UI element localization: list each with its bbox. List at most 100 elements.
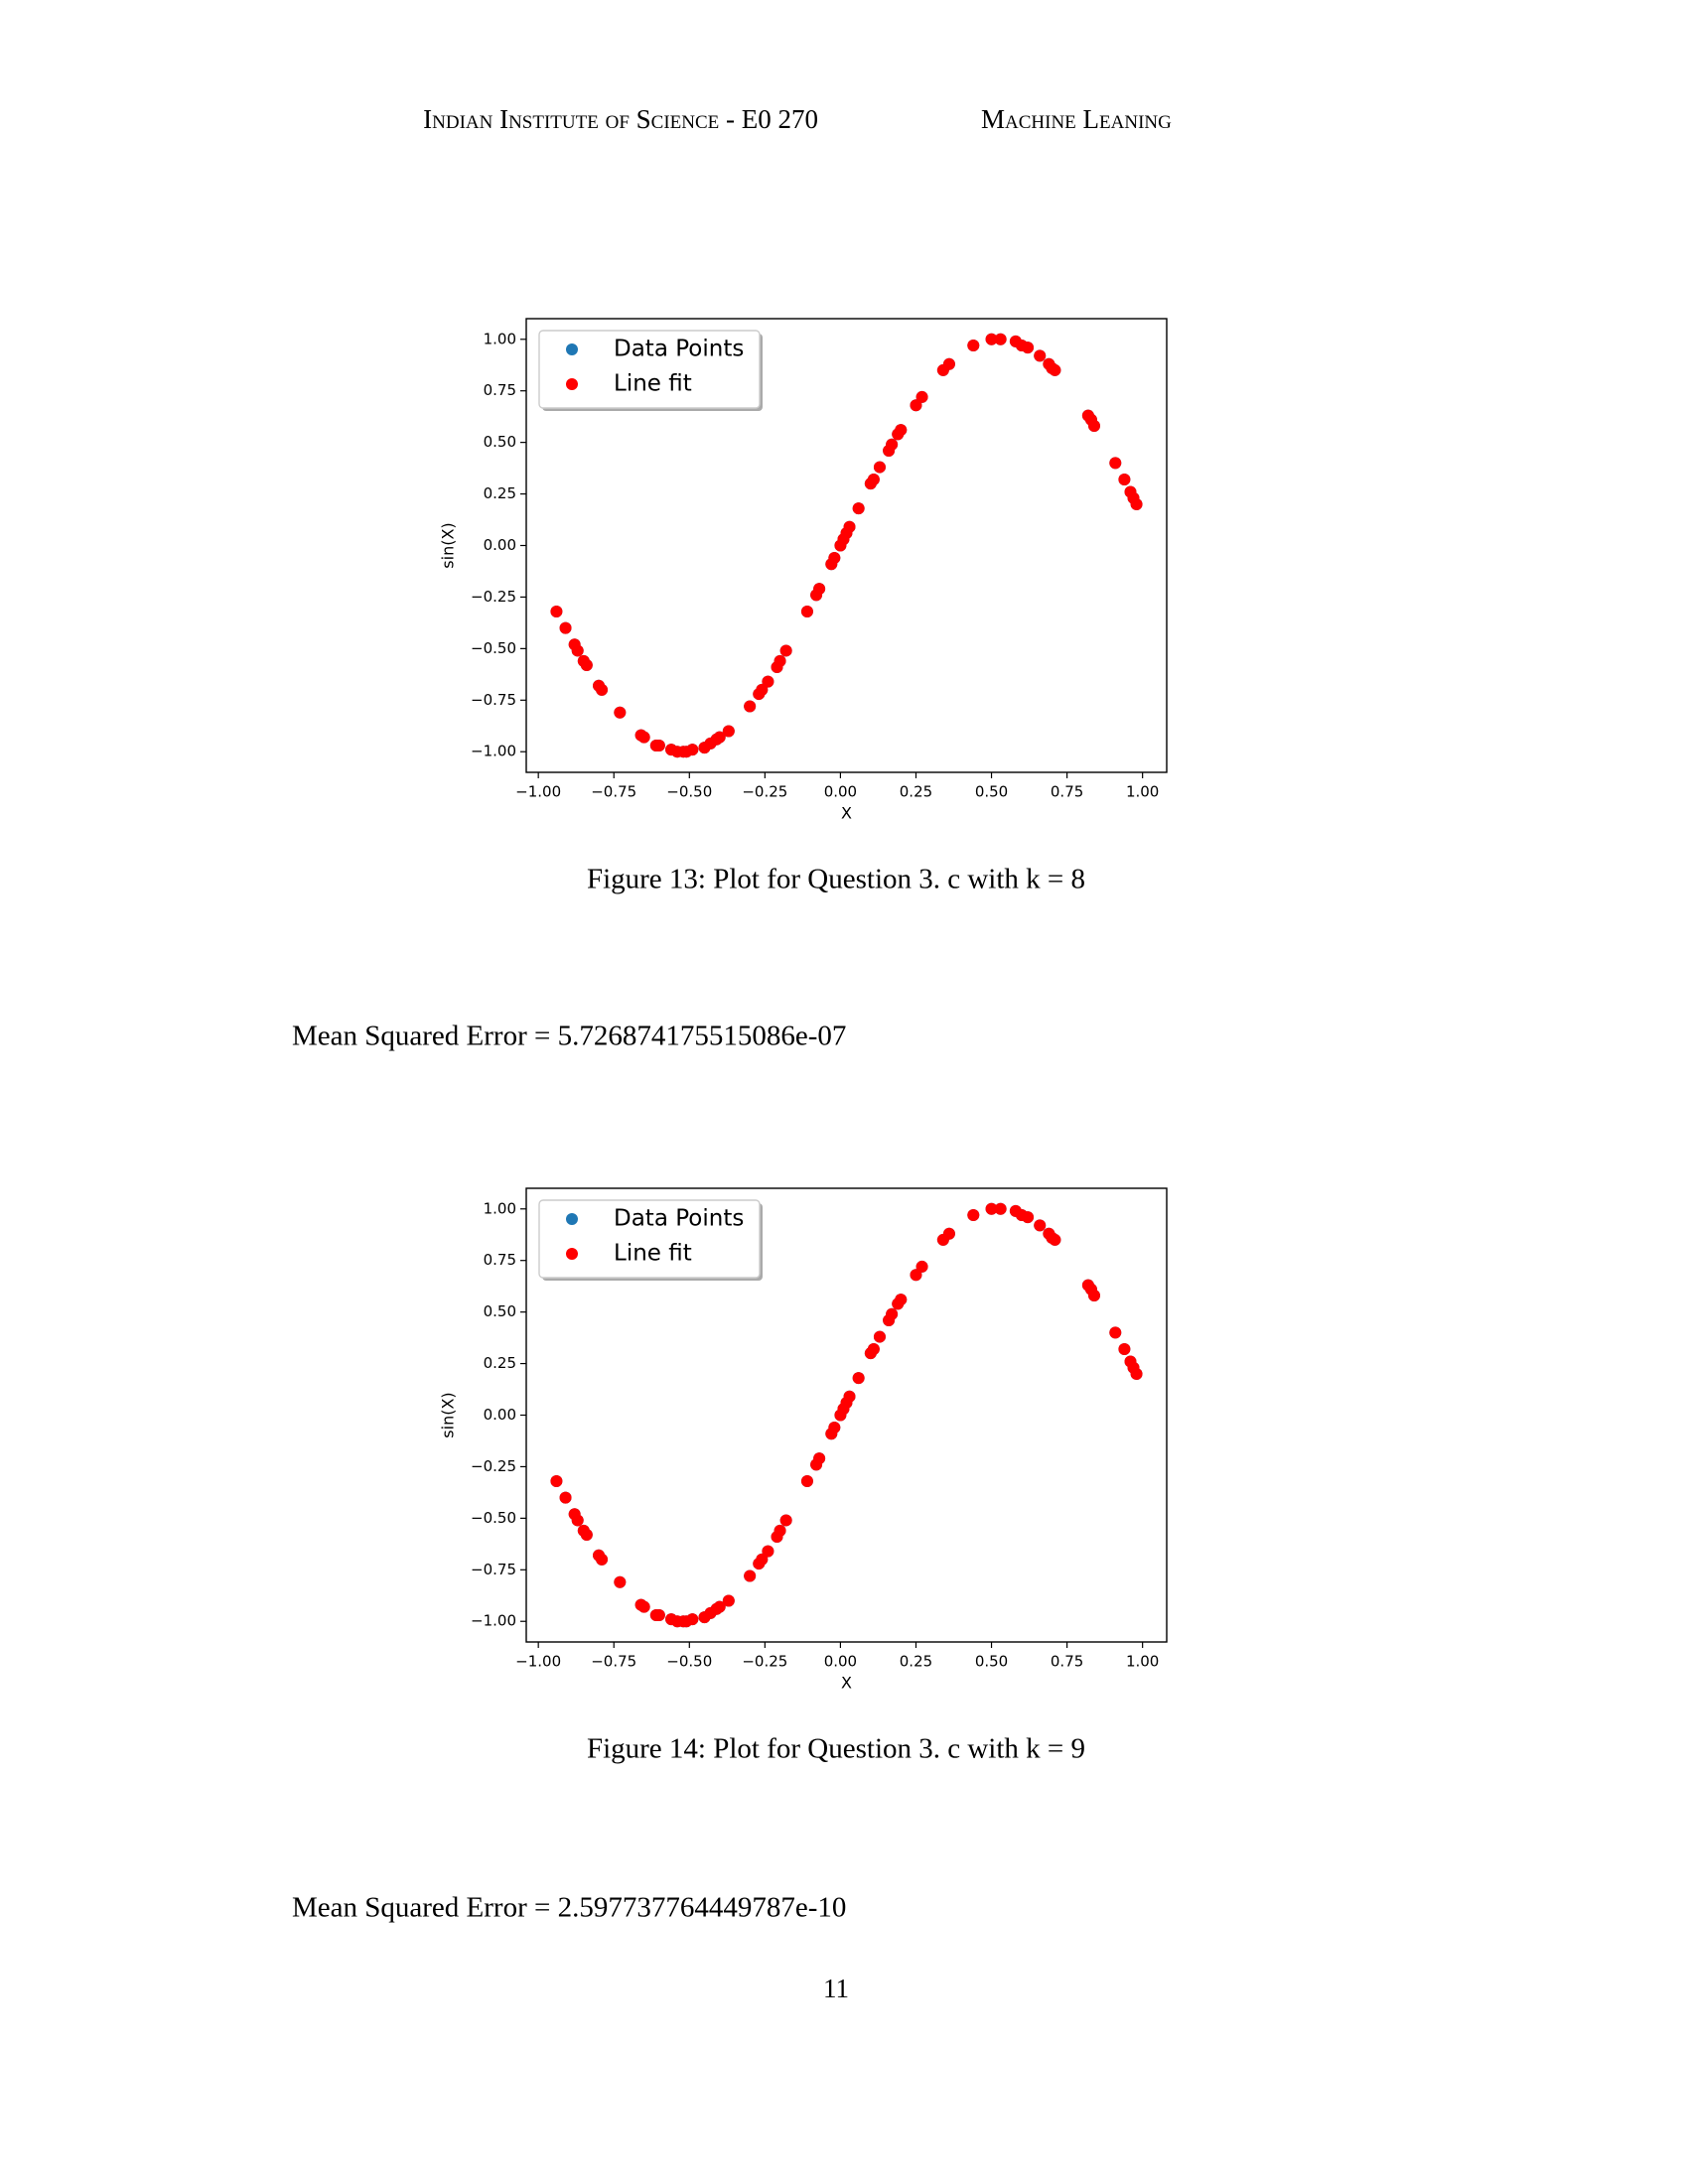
data-point: [843, 1390, 856, 1403]
data-point: [1049, 1233, 1061, 1246]
data-point: [1087, 420, 1100, 433]
data-point: [1034, 1219, 1047, 1232]
data-point: [843, 520, 856, 533]
y-tick-label: 0.00: [484, 1406, 516, 1424]
data-point: [596, 1553, 609, 1566]
legend-label: Data Points: [614, 1206, 744, 1232]
page-number: 11: [823, 1974, 849, 2003]
x-tick-label: 0.25: [900, 783, 932, 801]
data-point: [915, 1260, 928, 1273]
y-tick-label: 0.75: [484, 1251, 516, 1269]
data-point: [985, 333, 998, 345]
data-point: [1034, 349, 1047, 362]
data-point: [942, 357, 955, 370]
legend-marker: [566, 378, 578, 390]
x-tick-label: 0.25: [900, 1653, 932, 1671]
data-point: [652, 739, 665, 751]
legend-marker: [566, 1213, 578, 1225]
data-point: [915, 390, 928, 403]
y-tick-label: −1.00: [471, 743, 516, 760]
x-tick-label: 0.50: [975, 1653, 1008, 1671]
data-point: [686, 1613, 699, 1626]
data-point: [873, 461, 886, 474]
data-point: [967, 340, 980, 352]
data-point: [828, 551, 841, 564]
header-left: Indian Institute of Science - E0 270: [423, 104, 818, 134]
data-point: [1049, 363, 1061, 376]
data-point: [967, 1209, 980, 1222]
y-axis-label: sin(X): [439, 1392, 458, 1437]
data-point: [596, 683, 609, 696]
data-point: [895, 424, 908, 437]
x-tick-label: −0.25: [742, 1653, 787, 1671]
legend-marker: [566, 1248, 578, 1260]
data-point: [774, 654, 786, 667]
y-tick-label: 0.00: [484, 536, 516, 554]
data-point: [800, 1474, 813, 1487]
data-point: [580, 658, 593, 671]
data-point: [867, 1343, 880, 1356]
data-point: [571, 1514, 584, 1527]
data-point: [910, 1269, 922, 1282]
y-tick-label: −0.75: [471, 1561, 516, 1578]
y-tick-label: 0.25: [484, 1354, 516, 1372]
x-tick-label: 0.75: [1051, 783, 1083, 801]
data-point: [828, 1421, 841, 1433]
data-point: [774, 1524, 786, 1537]
x-tick-label: −1.00: [515, 783, 561, 801]
data-point: [779, 644, 792, 657]
y-tick-label: −0.25: [471, 1457, 516, 1475]
data-point: [800, 605, 813, 617]
data-point: [1118, 1343, 1131, 1356]
x-tick-label: 0.50: [975, 783, 1008, 801]
y-tick-label: −0.50: [471, 1509, 516, 1527]
data-point: [1130, 1367, 1143, 1380]
data-point: [686, 744, 699, 756]
data-point: [1109, 457, 1122, 470]
x-axis-label: X: [841, 1674, 852, 1693]
x-tick-label: −0.75: [591, 1653, 636, 1671]
x-tick-label: 1.00: [1126, 1653, 1159, 1671]
mse-text: Mean Squared Error = 2.597737764449787e-…: [292, 1892, 846, 1924]
data-point: [1022, 341, 1035, 354]
y-tick-label: −0.75: [471, 691, 516, 709]
legend-label: Data Points: [614, 337, 744, 362]
data-point: [1109, 1326, 1122, 1339]
x-axis-label: X: [841, 804, 852, 823]
x-tick-label: −0.50: [666, 783, 712, 801]
x-tick-label: 0.00: [824, 1653, 857, 1671]
data-point: [1118, 474, 1131, 486]
data-point: [852, 502, 865, 515]
data-point: [571, 644, 584, 657]
data-point: [550, 1474, 563, 1487]
y-tick-label: −0.50: [471, 639, 516, 657]
y-tick-label: 1.00: [484, 1199, 516, 1217]
data-point: [910, 399, 922, 412]
data-point: [652, 1608, 665, 1621]
figure-caption: Figure 14: Plot for Question 3. c with k…: [587, 1733, 1085, 1765]
data-point: [985, 1202, 998, 1215]
data-point: [779, 1514, 792, 1527]
y-tick-label: 0.25: [484, 484, 516, 502]
data-point: [1022, 1211, 1035, 1224]
data-point: [942, 1227, 955, 1240]
data-point: [895, 1294, 908, 1306]
figure-caption: Figure 13: Plot for Question 3. c with k…: [587, 864, 1085, 895]
data-point: [580, 1528, 593, 1541]
y-tick-label: 0.50: [484, 433, 516, 451]
data-point: [994, 333, 1007, 345]
y-tick-label: 0.75: [484, 381, 516, 399]
x-tick-label: −0.75: [591, 783, 636, 801]
data-point: [744, 1570, 757, 1582]
data-point: [994, 1202, 1007, 1215]
legend-marker: [566, 343, 578, 355]
x-tick-label: 0.75: [1051, 1653, 1083, 1671]
data-point: [614, 706, 627, 719]
data-point: [756, 1553, 769, 1566]
y-tick-label: 1.00: [484, 330, 516, 347]
y-tick-label: −0.25: [471, 588, 516, 606]
header-right: Machine Leaning: [981, 104, 1172, 134]
data-point: [1130, 497, 1143, 510]
x-tick-label: −0.50: [666, 1653, 712, 1671]
